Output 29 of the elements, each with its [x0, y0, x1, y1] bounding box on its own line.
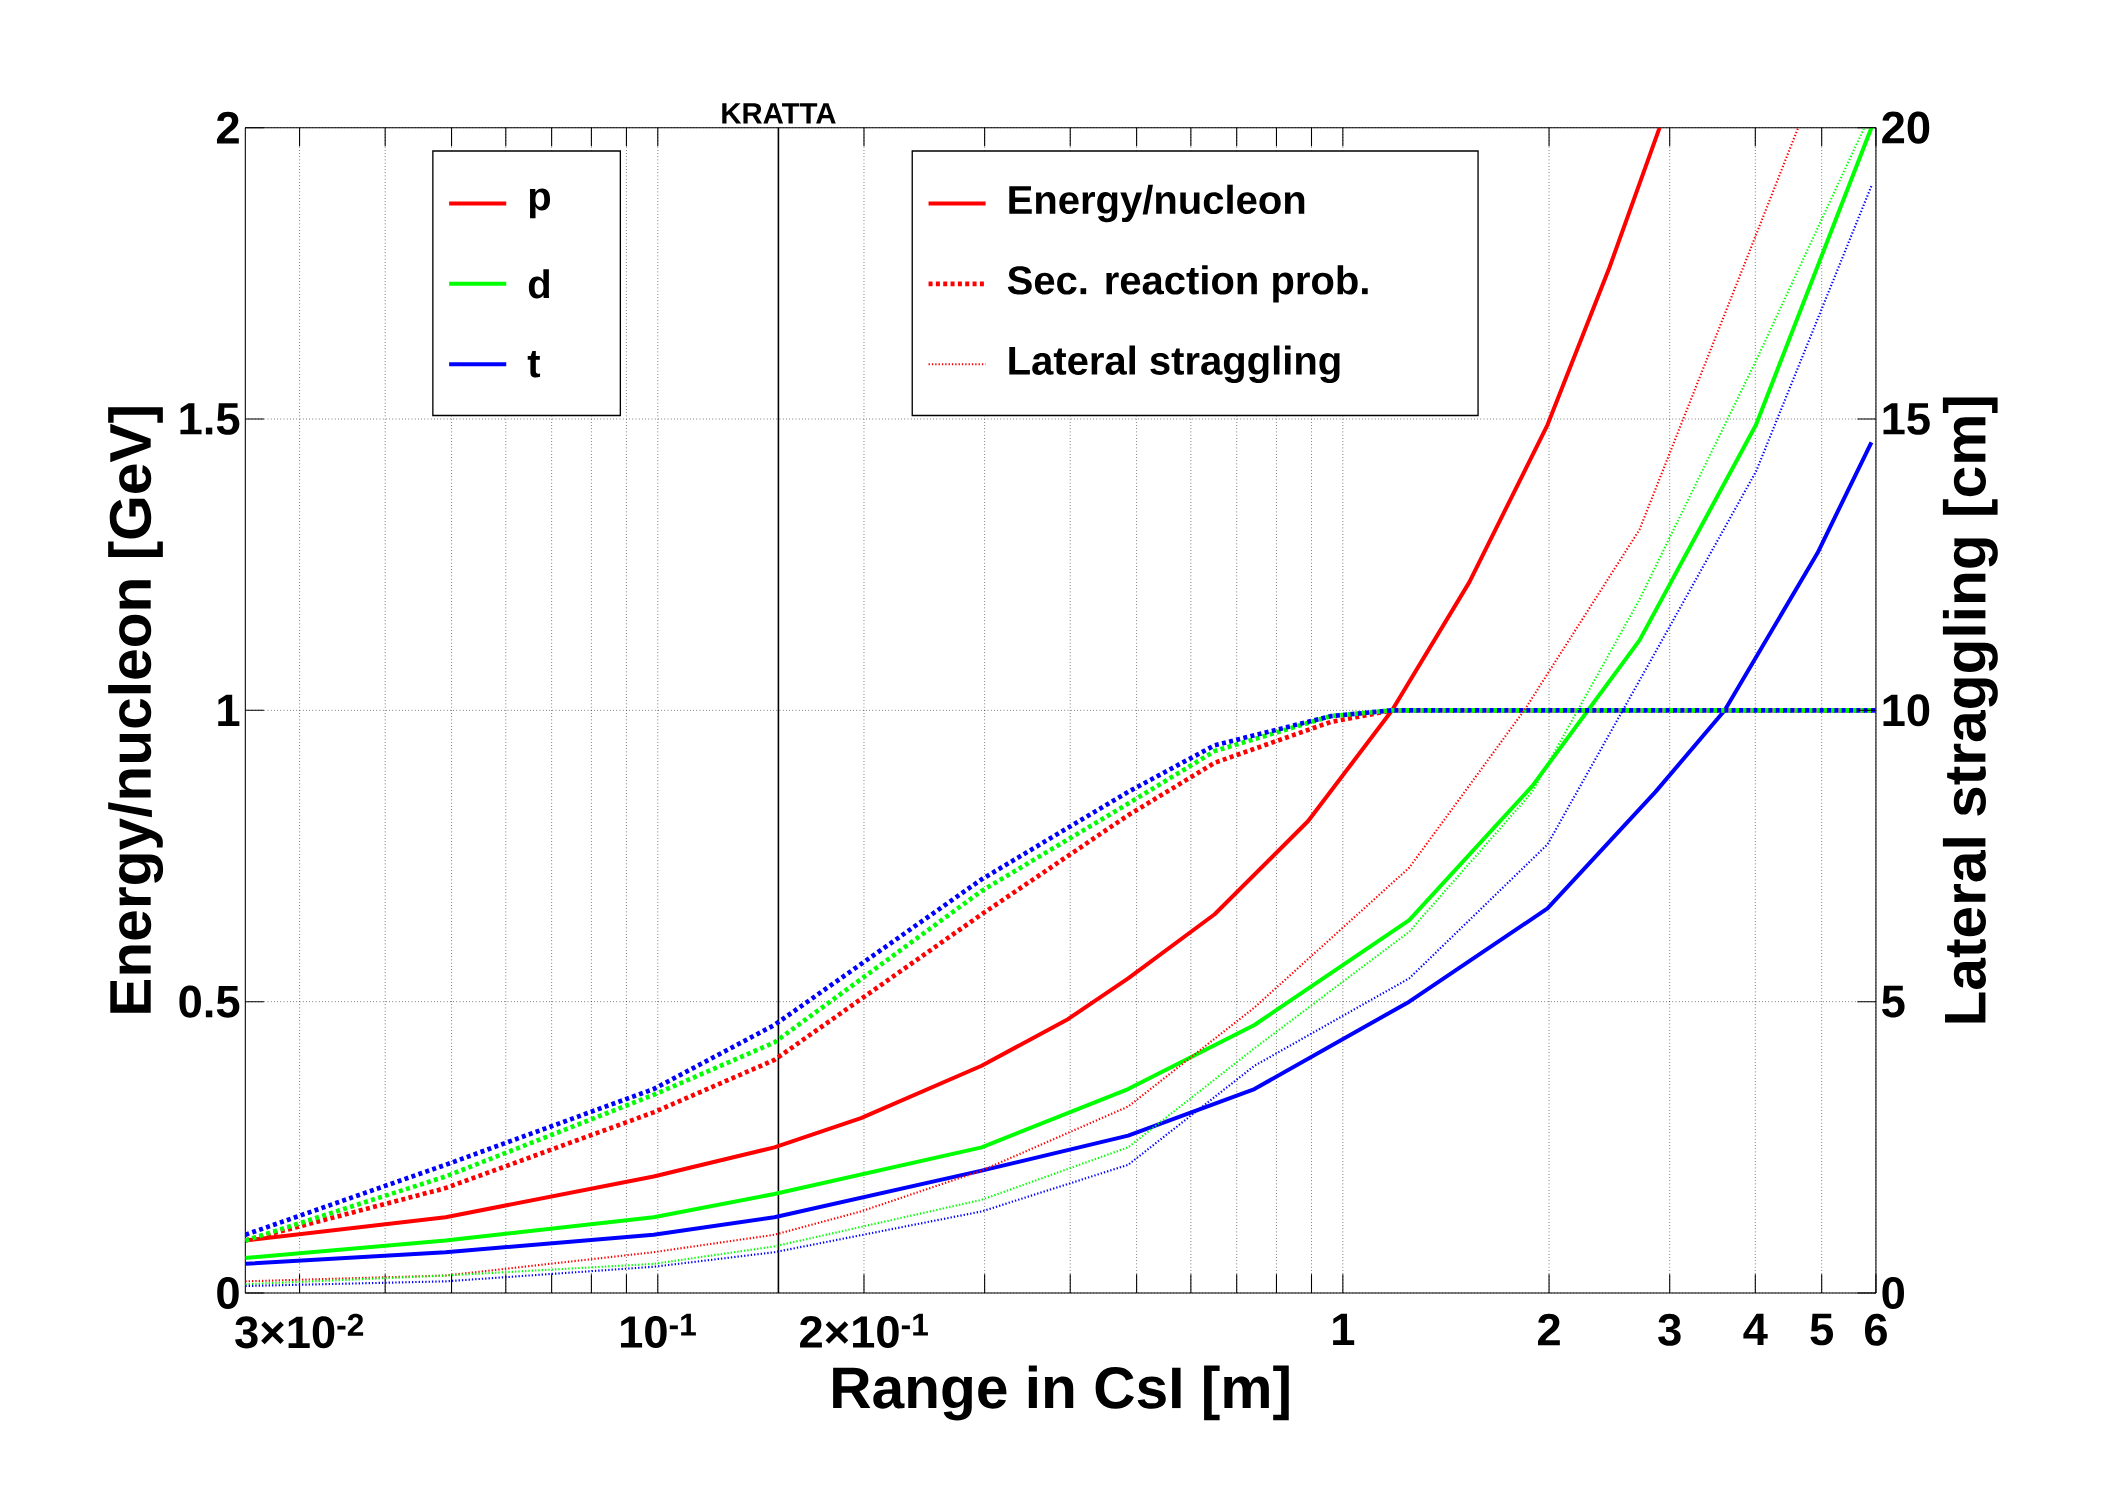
x-tick-label: 10$^{-1}$: [620, 1313, 696, 1349]
y-tick-label: 0: [217, 1276, 239, 1310]
y-tick-label: 0.5: [179, 985, 240, 1018]
annotation: Energy/nucleon: [1009, 184, 1305, 223]
legend-label: p: [529, 188, 551, 219]
y2-axis-title: Lateral straggling [cm]: [1942, 397, 1998, 1023]
legend-label: Lateral straggling: [1009, 345, 1340, 383]
y2-tick-label: 10: [1883, 694, 1930, 727]
y-axis-title: Energy/nucleon [GeV]: [108, 407, 164, 1013]
x-tick-label: 3×10$^{-2}$: [235, 1313, 364, 1349]
legend-label: d: [528, 269, 550, 299]
x-tick-label: 4: [1743, 1313, 1768, 1345]
y-tick-label: 1: [218, 694, 240, 726]
y2-tick-label: 15: [1883, 403, 1930, 435]
x-tick-label: 2: [1538, 1313, 1560, 1346]
y-tick-label: 1.5: [180, 403, 240, 435]
x-tick-label: 2×10$^{-1}$: [800, 1313, 928, 1349]
x-tick-label: 1: [1333, 1313, 1355, 1345]
x-tick-label: 3: [1658, 1313, 1681, 1346]
ref-line-label: KRATTA: [722, 103, 836, 124]
x-tick-label: 6: [1864, 1313, 1887, 1346]
x-axis-title: Range in CsI [m]: [833, 1365, 1289, 1421]
legend-label: Sec. reaction prob.: [1007, 265, 1368, 303]
y2-tick-label: 5: [1882, 985, 1905, 1018]
x-tick-label: 5: [1810, 1313, 1834, 1346]
y2-tick-label: 0: [1882, 1276, 1905, 1310]
y2-tick-label: 20: [1882, 111, 1930, 144]
legend-label: t: [527, 351, 541, 378]
y-tick-label: 2: [216, 111, 239, 144]
